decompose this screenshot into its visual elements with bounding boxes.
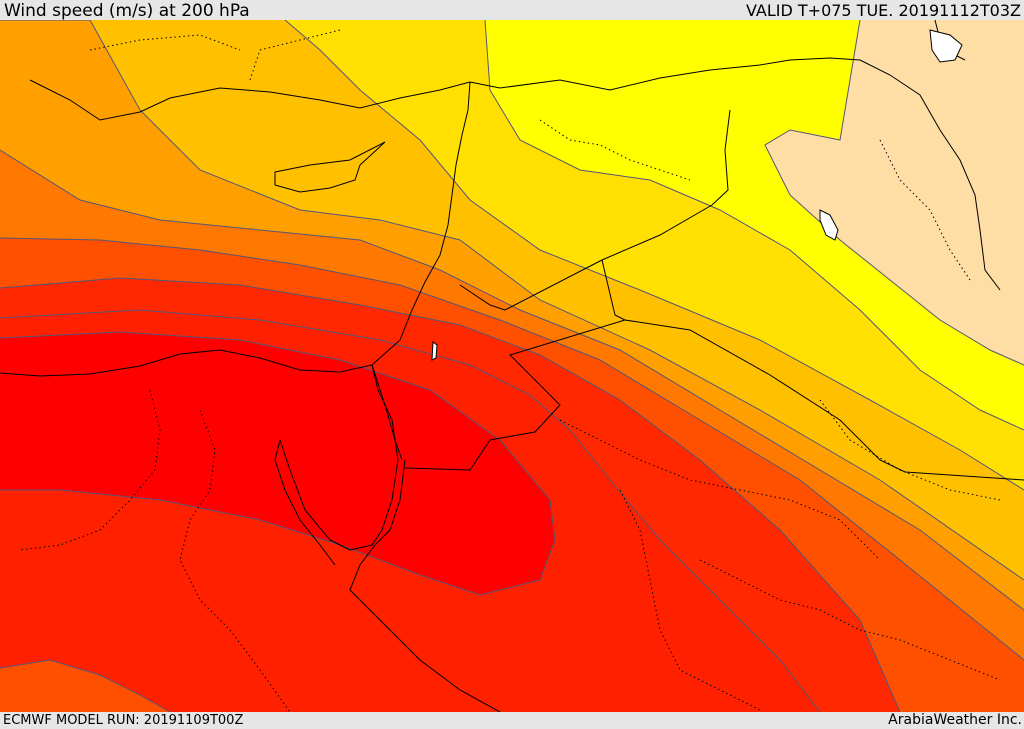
- border-syria-iraq: [711, 109, 731, 206]
- valid-time-label: VALID T+075 TUE. 20191112T03Z: [745, 1, 1021, 20]
- coast-turkey-south: [29, 79, 471, 121]
- wind-speed-map[interactable]: [0, 20, 1024, 712]
- inland-water: [431, 29, 963, 361]
- border-syria-jordan: [459, 259, 603, 311]
- border-iraq-iran: [859, 59, 1001, 291]
- map-title: Wind speed (m/s) at 200 hPa: [4, 1, 250, 21]
- lake-van: [929, 29, 963, 63]
- model-run-label: ECMWF MODEL RUN: 20191109T00Z: [3, 713, 244, 728]
- coast-cyprus: [274, 141, 386, 193]
- band-lightest: [765, 20, 1024, 365]
- coast-red-sea-east: [349, 459, 501, 712]
- coast-gulf-of-suez: [274, 439, 336, 566]
- border-turkey-syria: [469, 57, 861, 91]
- coast-levant: [371, 81, 471, 366]
- border-egypt-israel: [371, 364, 403, 461]
- coastlines: [0, 20, 966, 712]
- coast-red-sea-west: [279, 364, 399, 551]
- band-red-core: [0, 332, 555, 595]
- dead-sea: [431, 341, 438, 361]
- border-jordan-iraq: [601, 204, 713, 261]
- border-jordan-saudi: [404, 259, 627, 471]
- admin-boundaries: [19, 29, 1001, 712]
- wind-speed-fill-bands: [0, 20, 1024, 712]
- lake-urmia: [819, 209, 839, 241]
- isotach-contours: [0, 20, 1024, 712]
- header-bar: Wind speed (m/s) at 200 hPa VALID T+075 …: [0, 0, 1024, 21]
- band-orange-southwest: [0, 660, 170, 712]
- footer-bar: ECMWF MODEL RUN: 20191109T00Z ArabiaWeat…: [0, 712, 1024, 729]
- credit-label: ArabiaWeather Inc.: [888, 712, 1022, 728]
- coast-north-africa: [0, 349, 373, 377]
